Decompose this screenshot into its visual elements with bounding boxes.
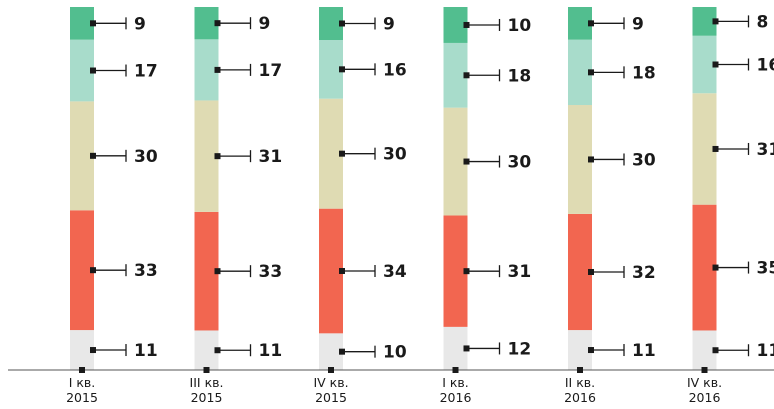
leader-dot-3-1 xyxy=(463,268,470,275)
data-label-4-3: 18 xyxy=(632,63,656,83)
data-label-4-4: 9 xyxy=(632,14,644,34)
leader-dot-5-0 xyxy=(712,347,719,354)
leader-dot-2-0 xyxy=(339,348,345,355)
leader-dot-5-4 xyxy=(712,18,719,25)
data-label-5-0: 11 xyxy=(757,341,774,361)
data-label-4-1: 32 xyxy=(632,263,656,283)
axis-tick-mark-0 xyxy=(79,367,85,373)
data-label-3-3: 18 xyxy=(508,66,532,86)
leader-dot-2-3 xyxy=(339,66,345,73)
data-label-2-3: 16 xyxy=(383,60,407,80)
category-year-label-5: 2016 xyxy=(689,390,721,405)
category-label-5: IV кв. xyxy=(687,375,722,390)
leader-dot-3-2 xyxy=(463,158,470,165)
data-label-1-2: 31 xyxy=(259,147,283,167)
leader-dot-1-3 xyxy=(214,66,221,73)
leader-dot-4-2 xyxy=(588,156,594,163)
leader-dot-4-1 xyxy=(588,268,594,275)
leader-dot-5-3 xyxy=(712,61,719,68)
data-label-5-2: 31 xyxy=(757,140,774,160)
category-label-3: I кв. xyxy=(442,375,469,390)
leader-dot-1-4 xyxy=(214,20,221,27)
leader-dot-0-2 xyxy=(90,152,96,159)
leader-dot-5-1 xyxy=(712,264,719,271)
axis-tick-mark-1 xyxy=(203,367,210,373)
leader-dot-0-4 xyxy=(90,20,96,27)
leader-dot-1-1 xyxy=(214,268,221,275)
category-label-4: II кв. xyxy=(565,375,595,390)
data-label-4-2: 30 xyxy=(632,150,656,170)
data-label-2-0: 10 xyxy=(383,343,407,363)
category-label-1: III кв. xyxy=(190,375,224,390)
category-year-label-0: 2015 xyxy=(66,390,98,405)
leader-dot-5-2 xyxy=(712,145,719,152)
data-label-0-1: 33 xyxy=(134,261,158,281)
axis-tick-mark-2 xyxy=(328,367,334,373)
category-label-2: IV кв. xyxy=(313,375,348,390)
leader-dot-0-0 xyxy=(90,347,96,354)
leader-dot-1-0 xyxy=(214,347,221,354)
leader-dot-4-3 xyxy=(588,69,594,76)
axis-tick-mark-4 xyxy=(577,367,583,373)
data-label-5-4: 8 xyxy=(757,12,769,32)
data-label-2-1: 34 xyxy=(383,262,407,282)
leader-dot-0-1 xyxy=(90,267,96,274)
data-label-3-4: 10 xyxy=(508,16,532,36)
data-label-3-1: 31 xyxy=(508,262,532,282)
data-label-5-3: 16 xyxy=(757,56,774,76)
leader-dot-4-0 xyxy=(588,347,594,354)
leader-dot-3-0 xyxy=(463,345,470,352)
data-label-0-2: 30 xyxy=(134,147,158,167)
axis-tick-mark-3 xyxy=(452,367,459,373)
leader-dot-1-2 xyxy=(214,153,221,160)
data-label-3-0: 12 xyxy=(508,339,532,359)
markers-layer xyxy=(79,15,750,373)
data-label-1-0: 11 xyxy=(259,341,283,361)
category-year-label-3: 2016 xyxy=(440,390,472,405)
leader-dot-2-2 xyxy=(339,150,345,157)
data-label-0-0: 11 xyxy=(134,341,158,361)
data-label-1-3: 17 xyxy=(259,61,283,81)
data-label-1-4: 9 xyxy=(259,14,271,34)
data-label-3-2: 30 xyxy=(508,153,532,173)
data-label-1-1: 33 xyxy=(259,262,283,282)
category-year-label-1: 2015 xyxy=(191,390,223,405)
data-label-2-4: 9 xyxy=(383,15,395,35)
leader-dot-3-4 xyxy=(463,21,470,28)
category-label-0: I кв. xyxy=(69,375,96,390)
axis-tick-mark-5 xyxy=(701,367,708,373)
category-year-label-4: 2016 xyxy=(564,390,596,405)
leader-dot-2-4 xyxy=(339,20,345,27)
data-label-4-0: 11 xyxy=(632,341,656,361)
leader-dot-2-1 xyxy=(339,268,345,274)
leader-dot-4-4 xyxy=(588,20,594,27)
data-label-0-3: 17 xyxy=(134,62,158,82)
data-label-0-4: 9 xyxy=(134,14,146,34)
leader-dot-0-3 xyxy=(90,67,96,74)
data-label-2-2: 30 xyxy=(383,145,407,165)
data-label-5-1: 35 xyxy=(757,259,774,279)
category-year-label-2: 2015 xyxy=(315,390,347,405)
leader-dot-3-3 xyxy=(463,72,470,79)
